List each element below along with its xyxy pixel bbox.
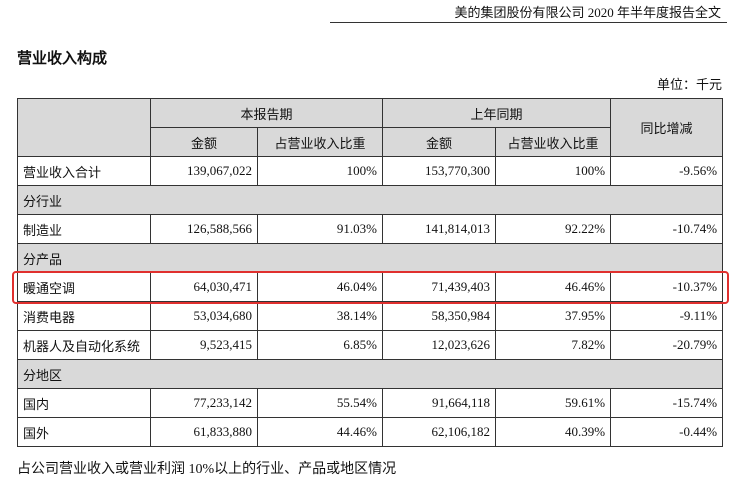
doc-header: 美的集团股份有限公司 2020 年半年度报告全文 <box>454 5 721 20</box>
data-row: 机器人及自动化系统 9,523,415 6.85% 12,023,626 7.82% -2… <box>17 330 724 360</box>
value-cell: -20.79% <box>610 330 724 360</box>
value-cell: 100% <box>256 156 384 186</box>
value-cell: 141,814,013 <box>382 214 497 244</box>
value-cell: -9.11% <box>610 301 724 331</box>
row-label: 营业收入合计 <box>17 156 151 186</box>
value-cell: 100% <box>495 156 612 186</box>
data-row: 国内 77,233,142 55.54% 91,664,118 59.61% -15.74… <box>17 388 724 418</box>
value-cell: 59.61% <box>495 388 612 418</box>
value-cell: 46.46% <box>495 272 612 302</box>
sub-header: 占营业收入比重 <box>495 127 612 157</box>
value-cell: 71,439,403 <box>382 272 497 302</box>
value-cell: 126,588,566 <box>150 214 258 244</box>
section-label: 分地区 <box>16 359 724 389</box>
section-label: 分产品 <box>16 243 724 273</box>
value-cell: 12,023,626 <box>382 330 497 360</box>
value-cell: 37.95% <box>495 301 612 331</box>
corner-cell <box>17 98 151 157</box>
value-cell: 64,030,471 <box>150 272 258 302</box>
unit-label: 单位：千元 <box>656 77 722 92</box>
row-label: 暖通空调 <box>17 272 151 302</box>
value-cell: 91.03% <box>256 214 384 244</box>
revenue-table: 本报告期 上年同期 同比增减 金额 占营业收入比重 金额 占营业收入比重 营业收入合计 139,… <box>16 98 724 447</box>
value-cell: 40.39% <box>495 417 612 447</box>
value-cell: -0.44% <box>610 417 724 447</box>
group-header: 上年同期 <box>382 98 612 128</box>
value-cell: 9,523,415 <box>150 330 258 360</box>
value-cell: 91,664,118 <box>382 388 497 418</box>
value-cell: 46.04% <box>256 272 384 302</box>
value-cell: 92.22% <box>495 214 612 244</box>
group-header: 本报告期 <box>149 98 384 128</box>
row-label: 机器人及自动化系统 <box>17 330 151 360</box>
value-cell: 61,833,880 <box>150 417 258 447</box>
value-cell: 6.85% <box>256 330 384 360</box>
sub-header: 金额 <box>150 127 258 157</box>
row-label: 国外 <box>17 417 151 447</box>
value-cell: -15.74% <box>610 388 724 418</box>
row-label: 国内 <box>17 388 151 418</box>
value-cell: -9.56% <box>610 156 724 186</box>
section-row: 分行业 <box>16 185 724 215</box>
header-row: 本报告期 上年同期 同比增减 <box>17 98 724 157</box>
section-label: 分行业 <box>16 185 724 215</box>
section-title: 营业收入构成 <box>17 51 108 67</box>
value-cell: 58,350,984 <box>382 301 497 331</box>
sub-header: 占营业收入比重 <box>256 127 384 157</box>
row-label: 制造业 <box>17 214 151 244</box>
value-cell: -10.37% <box>610 272 724 302</box>
data-row: 消费电器 53,034,680 38.14% 58,350,984 37.95% -9.1… <box>17 301 724 331</box>
data-row: 制造业 126,588,566 91.03% 141,814,013 92.22% -10… <box>17 214 724 244</box>
value-cell: 38.14% <box>256 301 384 331</box>
value-cell: 53,034,680 <box>150 301 258 331</box>
sub-header: 金额 <box>382 127 497 157</box>
header-rule <box>330 22 727 23</box>
value-cell: -10.74% <box>610 214 724 244</box>
value-cell: 77,233,142 <box>150 388 258 418</box>
value-cell: 44.46% <box>256 417 384 447</box>
group-header: 同比增减 <box>610 98 724 157</box>
data-row: 国外 61,833,880 44.46% 62,106,182 40.39% -0.44% <box>17 417 724 447</box>
section-row: 分地区 <box>16 359 724 389</box>
data-row: 暖通空调 64,030,471 46.04% 71,439,403 46.46% -10.… <box>17 272 724 302</box>
value-cell: 153,770,300 <box>382 156 497 186</box>
value-cell: 62,106,182 <box>382 417 497 447</box>
section-row: 分产品 <box>16 243 724 273</box>
data-row: 营业收入合计 139,067,022 100% 153,770,300 100% -9.5… <box>17 156 724 186</box>
row-label: 消费电器 <box>17 301 151 331</box>
header-row: 金额 占营业收入比重 金额 占营业收入比重 <box>18 127 723 157</box>
value-cell: 7.82% <box>495 330 612 360</box>
footnote: 占公司营业收入或营业利润 10%以上的行业、产品或地区情况 <box>17 462 397 477</box>
value-cell: 139,067,022 <box>150 156 258 186</box>
value-cell: 55.54% <box>256 388 384 418</box>
